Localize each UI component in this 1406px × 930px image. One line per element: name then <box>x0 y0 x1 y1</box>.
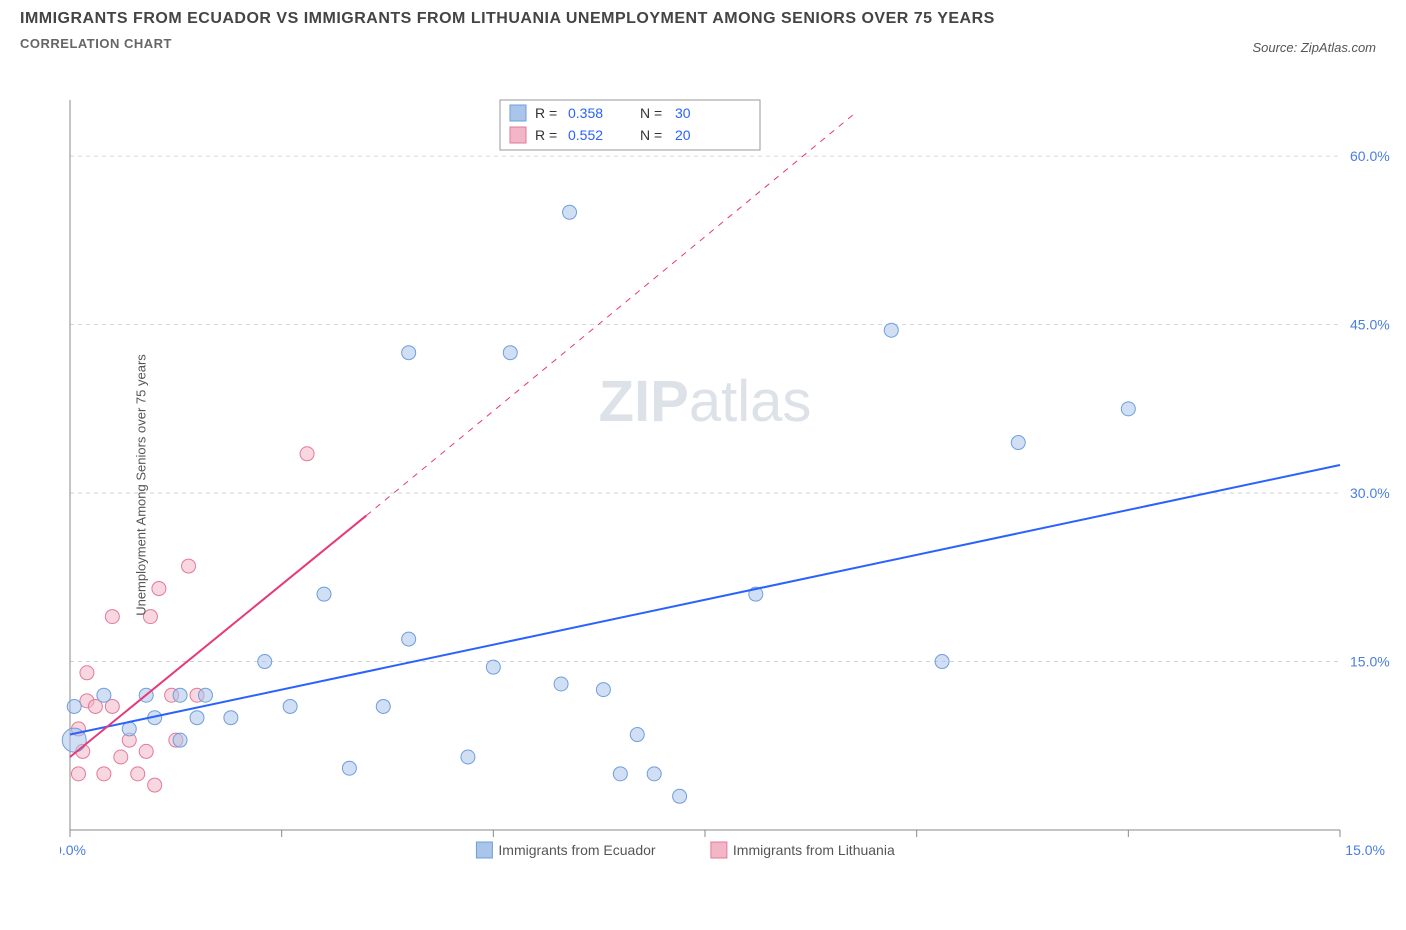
scatter-point <box>67 699 81 713</box>
watermark: ZIPatlas <box>599 369 812 434</box>
scatter-point <box>673 789 687 803</box>
chart-container: Unemployment Among Seniors over 75 years… <box>60 90 1380 880</box>
scatter-point <box>300 447 314 461</box>
legend-swatch <box>510 105 526 121</box>
scatter-point <box>139 744 153 758</box>
scatter-point <box>1011 436 1025 450</box>
scatter-point <box>402 632 416 646</box>
legend-r-value: 0.552 <box>568 127 603 143</box>
scatter-chart: ZIPatlas 15.0% 30.0% 45.0% 60.0% 0.0% 15.0% R =… <box>60 90 1390 880</box>
chart-title: IMMIGRANTS FROM ECUADOR VS IMMIGRANTS FR… <box>20 10 1386 28</box>
scatter-point <box>97 688 111 702</box>
legend-n-label: N = <box>640 127 662 143</box>
scatter-point <box>224 711 238 725</box>
legend-swatch <box>510 127 526 143</box>
legend-n-value: 30 <box>675 105 691 121</box>
scatter-point <box>461 750 475 764</box>
scatter-point <box>613 767 627 781</box>
scatter-point <box>503 346 517 360</box>
scatter-point <box>105 610 119 624</box>
chart-subtitle: CORRELATION CHART <box>20 36 1386 51</box>
scatter-point <box>173 733 187 747</box>
scatter-point <box>190 711 204 725</box>
legend-r-value: 0.358 <box>568 105 603 121</box>
scatter-point <box>182 559 196 573</box>
legend-series-label: Immigrants from Lithuania <box>733 842 895 858</box>
scatter-point <box>935 655 949 669</box>
scatter-point <box>148 778 162 792</box>
legend-swatch <box>711 842 727 858</box>
y-axis-label: Unemployment Among Seniors over 75 years <box>133 354 148 616</box>
scatter-point <box>114 750 128 764</box>
y-tick-label: 45.0% <box>1350 317 1390 333</box>
scatter-point <box>122 722 136 736</box>
legend-r-label: R = <box>535 127 557 143</box>
x-tick-label: 15.0% <box>1345 842 1385 858</box>
y-tick-label: 60.0% <box>1350 148 1390 164</box>
scatter-point <box>402 346 416 360</box>
scatter-point <box>97 767 111 781</box>
legend-n-value: 20 <box>675 127 691 143</box>
scatter-point <box>258 655 272 669</box>
y-tick-label: 30.0% <box>1350 485 1390 501</box>
scatter-point <box>80 666 94 680</box>
y-tick-label: 15.0% <box>1350 654 1390 670</box>
scatter-point <box>1121 402 1135 416</box>
scatter-point <box>317 587 331 601</box>
scatter-point <box>131 767 145 781</box>
scatter-point <box>71 767 85 781</box>
legend-series-label: Immigrants from Ecuador <box>498 842 655 858</box>
x-tick-label: 0.0% <box>60 842 86 858</box>
scatter-point <box>342 761 356 775</box>
scatter-point <box>376 699 390 713</box>
scatter-point <box>283 699 297 713</box>
scatter-point <box>486 660 500 674</box>
scatter-point <box>647 767 661 781</box>
scatter-point <box>173 688 187 702</box>
scatter-point <box>198 688 212 702</box>
scatter-point <box>630 728 644 742</box>
legend-n-label: N = <box>640 105 662 121</box>
scatter-point <box>152 582 166 596</box>
scatter-point <box>563 205 577 219</box>
legend-swatch <box>476 842 492 858</box>
scatter-point <box>554 677 568 691</box>
source-attribution: Source: ZipAtlas.com <box>1252 40 1376 55</box>
scatter-point <box>884 323 898 337</box>
legend-r-label: R = <box>535 105 557 121</box>
scatter-point <box>596 683 610 697</box>
